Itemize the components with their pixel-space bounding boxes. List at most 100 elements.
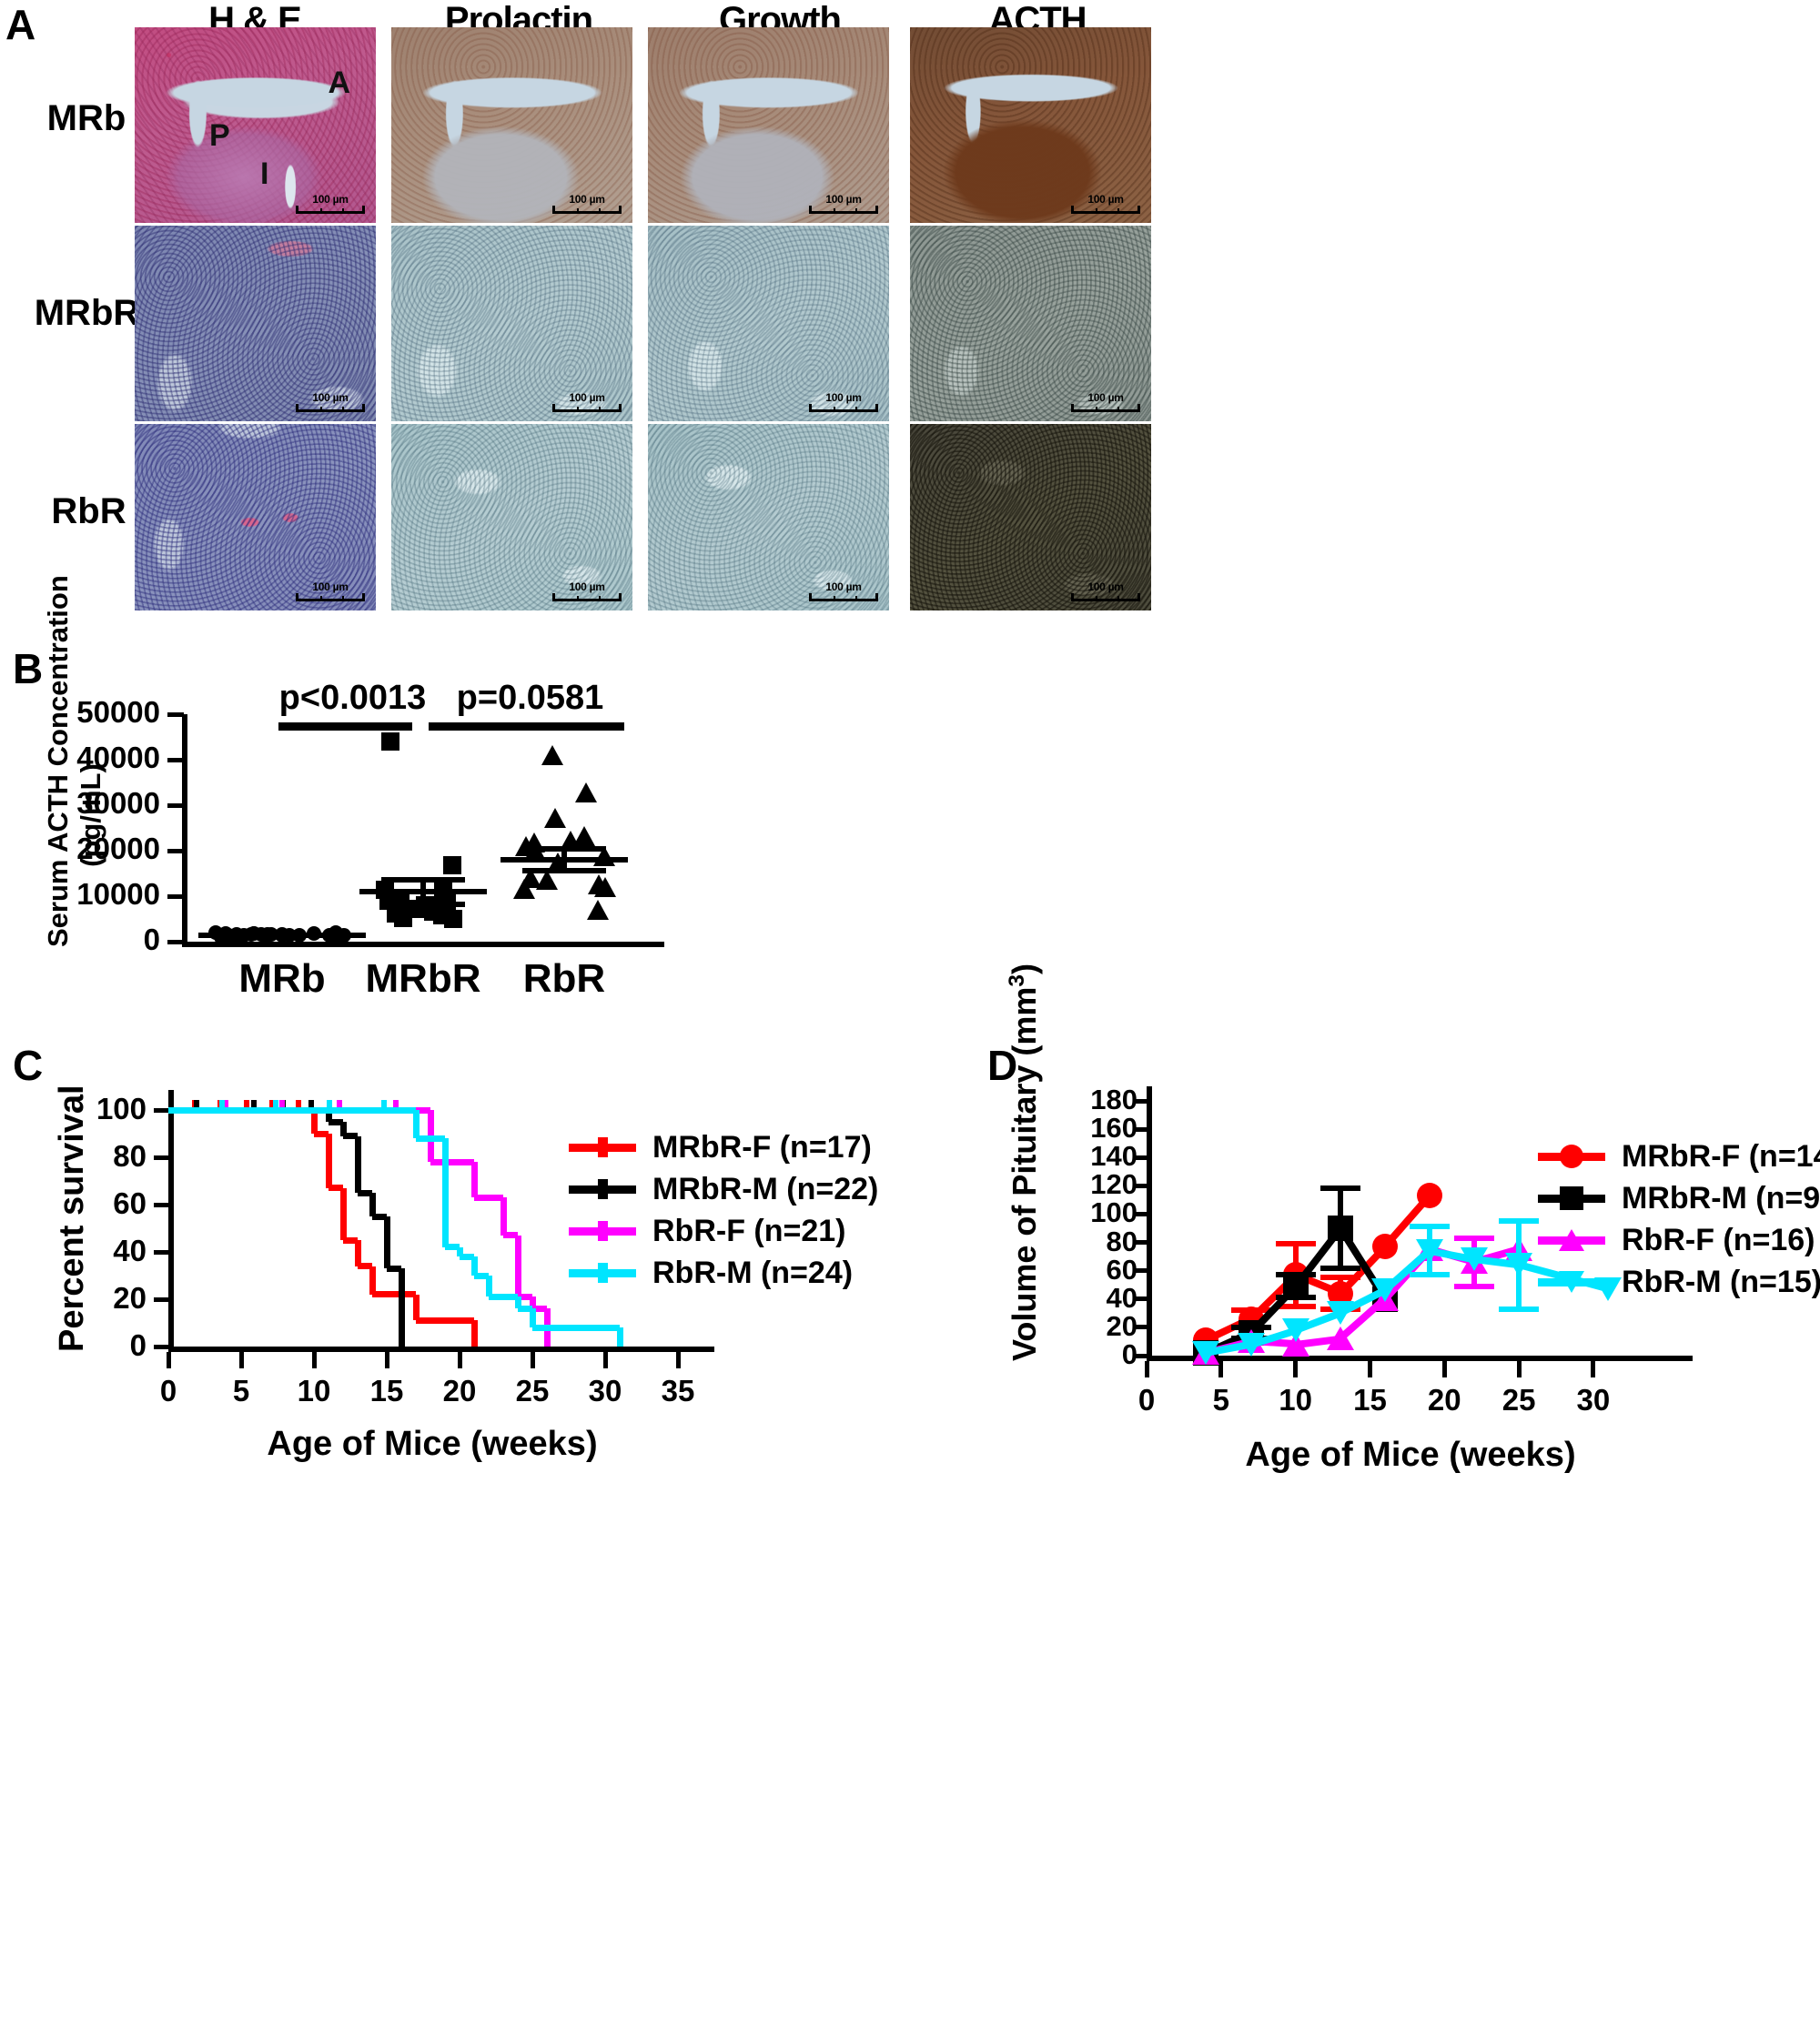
panel-d-y-ticklabel: 160 bbox=[1090, 1112, 1138, 1145]
panel-c-x-axis-title: Age of Mice (weeks) bbox=[267, 1425, 598, 1463]
scale-bar-graphic bbox=[296, 593, 365, 601]
panel-c-step-0 bbox=[412, 1294, 420, 1321]
panel-c-x-tick bbox=[530, 1352, 535, 1368]
panel-b-y-ticklabel: 40000 bbox=[76, 741, 160, 774]
panel-c-step-3 bbox=[412, 1110, 420, 1139]
panel-d-y-tick bbox=[1133, 1183, 1148, 1188]
panel-d-x-tick bbox=[1516, 1361, 1522, 1377]
panel-b-point-rbr bbox=[560, 830, 582, 851]
micrograph-mrbr-he: 100 µm bbox=[135, 226, 376, 421]
micrograph-rbr-growth-hormone: 100 µm bbox=[648, 424, 889, 610]
scale-bar-label: 100 µm bbox=[1087, 193, 1124, 206]
panel-c-step-3 bbox=[529, 1308, 536, 1328]
panel-d-marker-circle bbox=[1416, 1183, 1442, 1209]
panel-c-step-2 bbox=[474, 1194, 503, 1201]
tissue-texture bbox=[135, 226, 376, 421]
panel-d-legend-item: RbR-M (n=15) bbox=[1538, 1261, 1820, 1303]
panel-c-step-2 bbox=[503, 1232, 518, 1239]
panel-c-step-3 bbox=[518, 1305, 532, 1312]
panel-d-errorbar-cap bbox=[1409, 1224, 1450, 1230]
panel-c-legend-item: MRbR-M (n=22) bbox=[569, 1168, 878, 1210]
scale-bar-graphic bbox=[809, 404, 878, 412]
panel-b-y-ticklabel: 20000 bbox=[76, 832, 160, 865]
panel-c-x-ticklabel: 10 bbox=[297, 1374, 331, 1407]
panel-c-y-axis-title: Percent survival bbox=[53, 1085, 91, 1352]
panel-c-step-3 bbox=[489, 1293, 518, 1300]
panel-c-step-1 bbox=[354, 1135, 361, 1193]
panel-b-y-tick bbox=[167, 802, 184, 808]
micrograph-mrbr-acth: 100 µm bbox=[910, 226, 1151, 421]
panel-d-y-tick bbox=[1133, 1325, 1148, 1330]
panel-b-sem-bar-mrbr bbox=[420, 879, 426, 904]
panel-d-x-tick bbox=[1591, 1361, 1596, 1377]
panel-c-y-tick bbox=[154, 1155, 170, 1160]
micrograph-mrb-prolactin: 100 µm bbox=[391, 27, 632, 223]
panel-d-legend-item: MRbR-F (n=14) bbox=[1538, 1135, 1820, 1177]
scale-bar: 100 µm bbox=[809, 581, 878, 601]
panel-c-step-3 bbox=[441, 1138, 449, 1247]
panel-c-letter: C bbox=[13, 1042, 44, 1089]
panel-c-step-3 bbox=[474, 1272, 489, 1279]
tissue-texture bbox=[910, 424, 1151, 610]
panel-c-y-tick bbox=[154, 1202, 170, 1207]
panel-b-category-mrbr: MRbR bbox=[365, 956, 481, 1001]
panel-c-step-3 bbox=[416, 1135, 445, 1142]
panel-b-x-axis bbox=[182, 942, 664, 947]
panel-b-y-axis-title: Serum ACTH Concentration (pg/mL) bbox=[42, 575, 106, 947]
panel-c-y-ticklabel: 20 bbox=[113, 1281, 147, 1315]
panel-c-censor-tick bbox=[243, 1100, 249, 1113]
panel-d-legend-symbol bbox=[1538, 1145, 1605, 1168]
panel-c-legend-item: RbR-M (n=24) bbox=[569, 1252, 878, 1294]
tissue-texture bbox=[391, 424, 632, 610]
tissue-texture bbox=[391, 27, 632, 223]
panel-d-y-ticklabel: 120 bbox=[1090, 1168, 1138, 1201]
panel-c-step-3 bbox=[514, 1296, 521, 1309]
panel-d-legend: MRbR-F (n=14) MRbR-M (n=9) RbR-F (n=16) RbR… bbox=[1538, 1135, 1820, 1303]
panel-d-marker-triangle-down bbox=[1281, 1318, 1309, 1342]
panel-b-sig-bar-2 bbox=[429, 722, 624, 731]
panel-b-category-mrb: MRb bbox=[238, 956, 326, 1001]
panel-d-marker-circle bbox=[1371, 1234, 1398, 1260]
panel-b-y-tick bbox=[167, 848, 184, 853]
panel-c-step-1 bbox=[387, 1265, 401, 1272]
panel-c-y-tick bbox=[154, 1296, 170, 1302]
panel-c-step-0 bbox=[314, 1130, 329, 1137]
panel-c-legend-item: RbR-F (n=21) bbox=[569, 1210, 878, 1252]
scale-bar-label: 100 µm bbox=[825, 391, 862, 404]
panel-d-y-tick bbox=[1133, 1126, 1148, 1132]
panel-c-x-ticklabel: 5 bbox=[232, 1374, 250, 1407]
tissue-texture bbox=[391, 226, 632, 421]
panel-c-step-0 bbox=[416, 1317, 474, 1324]
panel-c-x-tick bbox=[675, 1352, 681, 1368]
panel-b-pvalue-2: p=0.0581 bbox=[456, 679, 604, 717]
scale-bar-label: 100 µm bbox=[569, 193, 605, 206]
panel-d-marker-triangle-down bbox=[1237, 1332, 1265, 1357]
panel-d-y-ticklabel: 20 bbox=[1106, 1309, 1138, 1342]
panel-d-y-ticklabel: 100 bbox=[1090, 1196, 1138, 1229]
panel-d-legend-label: RbR-F (n=16) bbox=[1622, 1222, 1815, 1257]
scale-bar-graphic bbox=[296, 404, 365, 412]
panel-c-step-1 bbox=[383, 1216, 390, 1269]
panel-b-pvalue-1: p<0.0013 bbox=[278, 679, 427, 717]
panel-d-marker-triangle-down bbox=[1415, 1238, 1443, 1263]
scale-bar-label: 100 µm bbox=[312, 580, 349, 593]
panel-c-step-2 bbox=[518, 1293, 532, 1300]
scale-bar-label: 100 µm bbox=[569, 391, 605, 404]
panel-d-x-ticklabel: 30 bbox=[1576, 1383, 1611, 1417]
panel-c-x-tick bbox=[602, 1352, 608, 1368]
scale-bar: 100 µm bbox=[809, 194, 878, 214]
panel-d-marker-triangle-down bbox=[1192, 1340, 1220, 1365]
panel-c-step-0 bbox=[339, 1187, 347, 1240]
scale-bar-graphic bbox=[1071, 404, 1140, 412]
panel-d-errorbar-cap bbox=[1499, 1306, 1540, 1312]
panel-b-category-rbr: RbR bbox=[522, 956, 606, 1001]
panel-c-y-tick bbox=[154, 1344, 170, 1349]
tissue-cleft bbox=[135, 27, 376, 223]
scale-bar-graphic bbox=[809, 206, 878, 214]
panel-c-censor-tick bbox=[336, 1100, 342, 1113]
panel-c-step-1 bbox=[343, 1133, 358, 1140]
panel-c-legend-label: MRbR-F (n=17) bbox=[652, 1129, 872, 1165]
scale-bar: 100 µm bbox=[1071, 581, 1140, 601]
panel-d-y-ticklabel: 180 bbox=[1090, 1084, 1138, 1115]
